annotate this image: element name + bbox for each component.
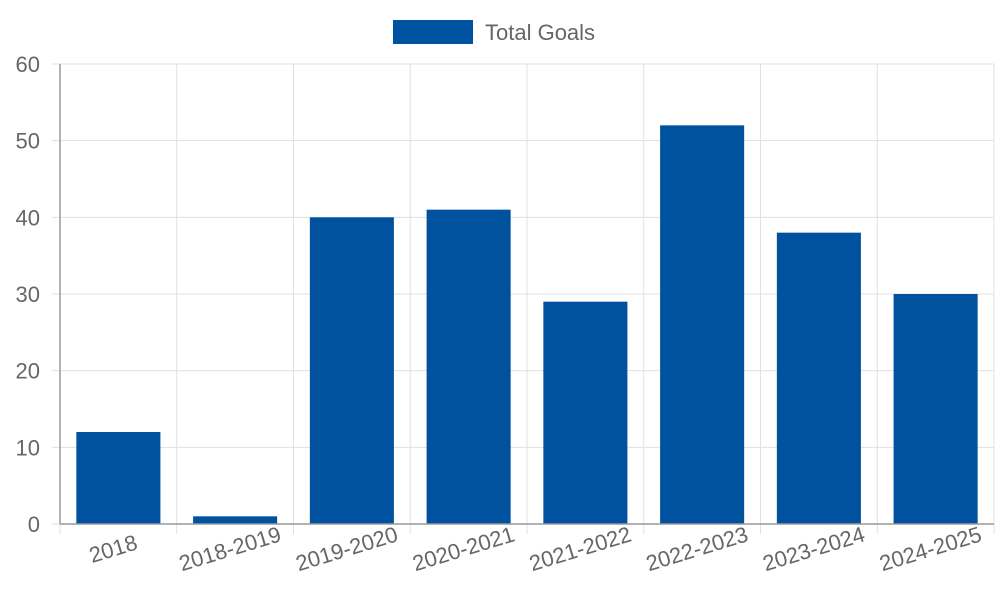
legend[interactable]: Total Goals	[393, 20, 595, 45]
x-tick-label: 2024-2025	[876, 521, 984, 576]
y-tick-label: 40	[16, 205, 40, 230]
x-tick-label: 2018-2019	[176, 521, 284, 576]
x-tick-label: 2021-2022	[526, 521, 634, 576]
grid	[52, 63, 995, 534]
y-tick-label: 0	[28, 512, 40, 537]
bar[interactable]	[193, 516, 278, 524]
bar[interactable]	[426, 209, 511, 524]
bar[interactable]	[543, 301, 628, 524]
x-tick-label: 2019-2020	[293, 521, 401, 576]
y-tick-label: 50	[16, 129, 40, 154]
x-tick-label: 2020-2021	[409, 521, 517, 576]
x-tick-label: 2023-2024	[760, 521, 868, 576]
bar[interactable]	[309, 217, 394, 525]
x-tick-label: 2022-2023	[643, 521, 751, 576]
legend-swatch	[393, 20, 473, 44]
bar[interactable]	[76, 432, 161, 524]
bar[interactable]	[776, 232, 861, 524]
bars	[76, 125, 978, 525]
y-tick-label: 20	[16, 359, 40, 384]
bar[interactable]	[660, 125, 745, 524]
legend-label: Total Goals	[485, 20, 595, 45]
y-tick-label: 30	[16, 282, 40, 307]
y-tick-label: 60	[16, 52, 40, 77]
y-tick-label: 10	[16, 435, 40, 460]
bar[interactable]	[893, 294, 978, 524]
x-tick-label: 2018	[86, 530, 140, 568]
